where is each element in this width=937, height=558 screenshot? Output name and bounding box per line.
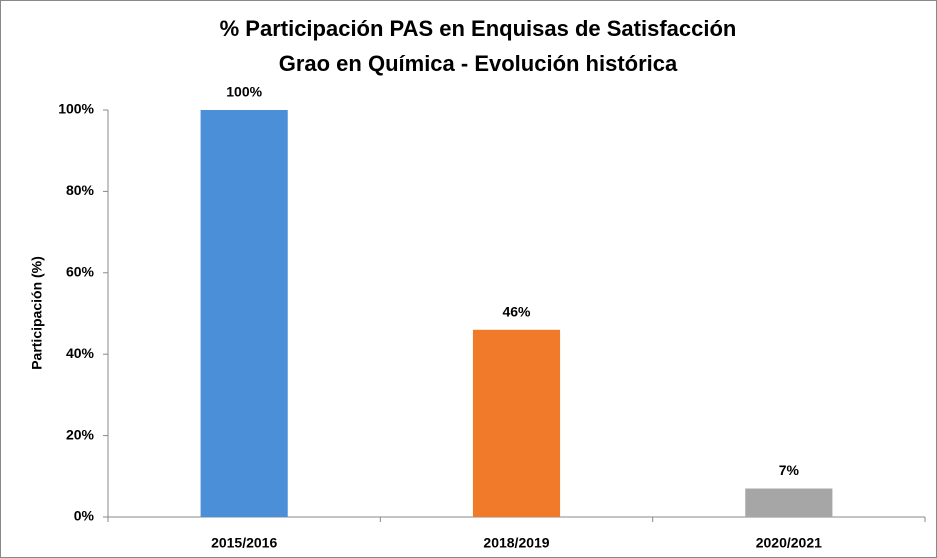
- x-tick-label: 2018/2019: [483, 535, 549, 551]
- y-tick-label: 100%: [58, 101, 94, 117]
- y-tick-label: 80%: [66, 182, 95, 198]
- chart-subtitle: Grao en Química - Evolución histórica: [279, 51, 678, 76]
- y-tick-label: 60%: [66, 264, 95, 280]
- y-tick-label: 0%: [74, 508, 95, 524]
- y-tick-label: 20%: [66, 426, 95, 442]
- x-tick-label: 2015/2016: [211, 535, 277, 551]
- bar: [472, 329, 561, 517]
- bar: [200, 110, 288, 517]
- chart-title: % Participación PAS en Enquisas de Satis…: [220, 16, 737, 41]
- y-axis-label: Participación (%): [29, 256, 45, 370]
- data-label: 46%: [502, 303, 531, 319]
- bar: [745, 488, 833, 517]
- data-label: 7%: [779, 462, 800, 478]
- data-label: 100%: [226, 84, 262, 100]
- x-tick-label: 2020/2021: [756, 535, 822, 551]
- y-tick-label: 40%: [66, 345, 95, 361]
